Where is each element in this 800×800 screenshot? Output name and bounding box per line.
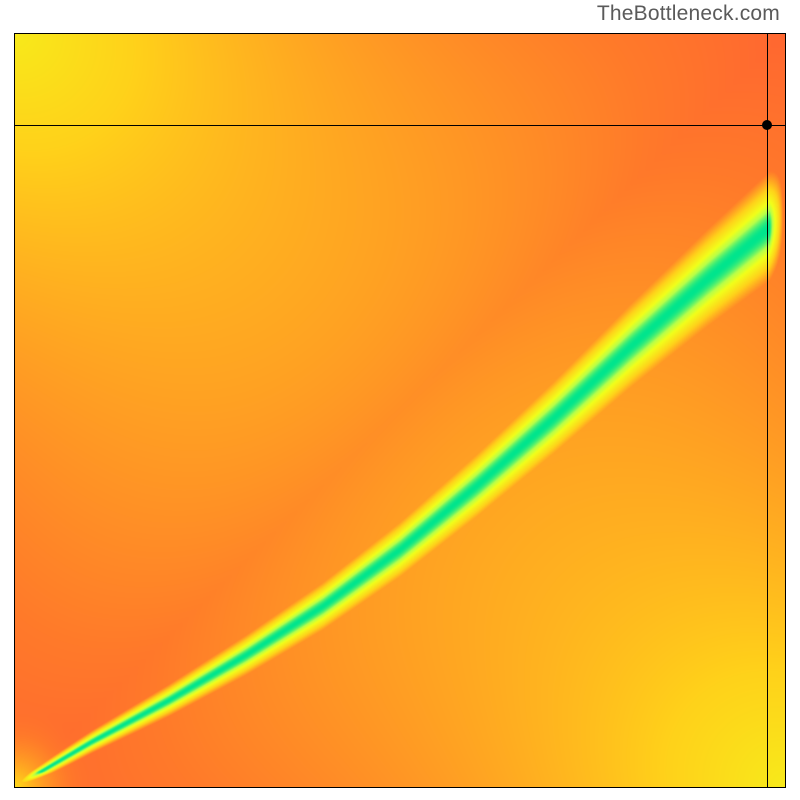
watermark-text: TheBottleneck.com xyxy=(597,2,780,26)
plot-area xyxy=(14,33,786,788)
crosshair-horizontal xyxy=(15,125,785,126)
crosshair-vertical xyxy=(767,34,768,787)
crosshair-marker xyxy=(762,120,772,130)
heatmap-canvas xyxy=(15,34,785,787)
